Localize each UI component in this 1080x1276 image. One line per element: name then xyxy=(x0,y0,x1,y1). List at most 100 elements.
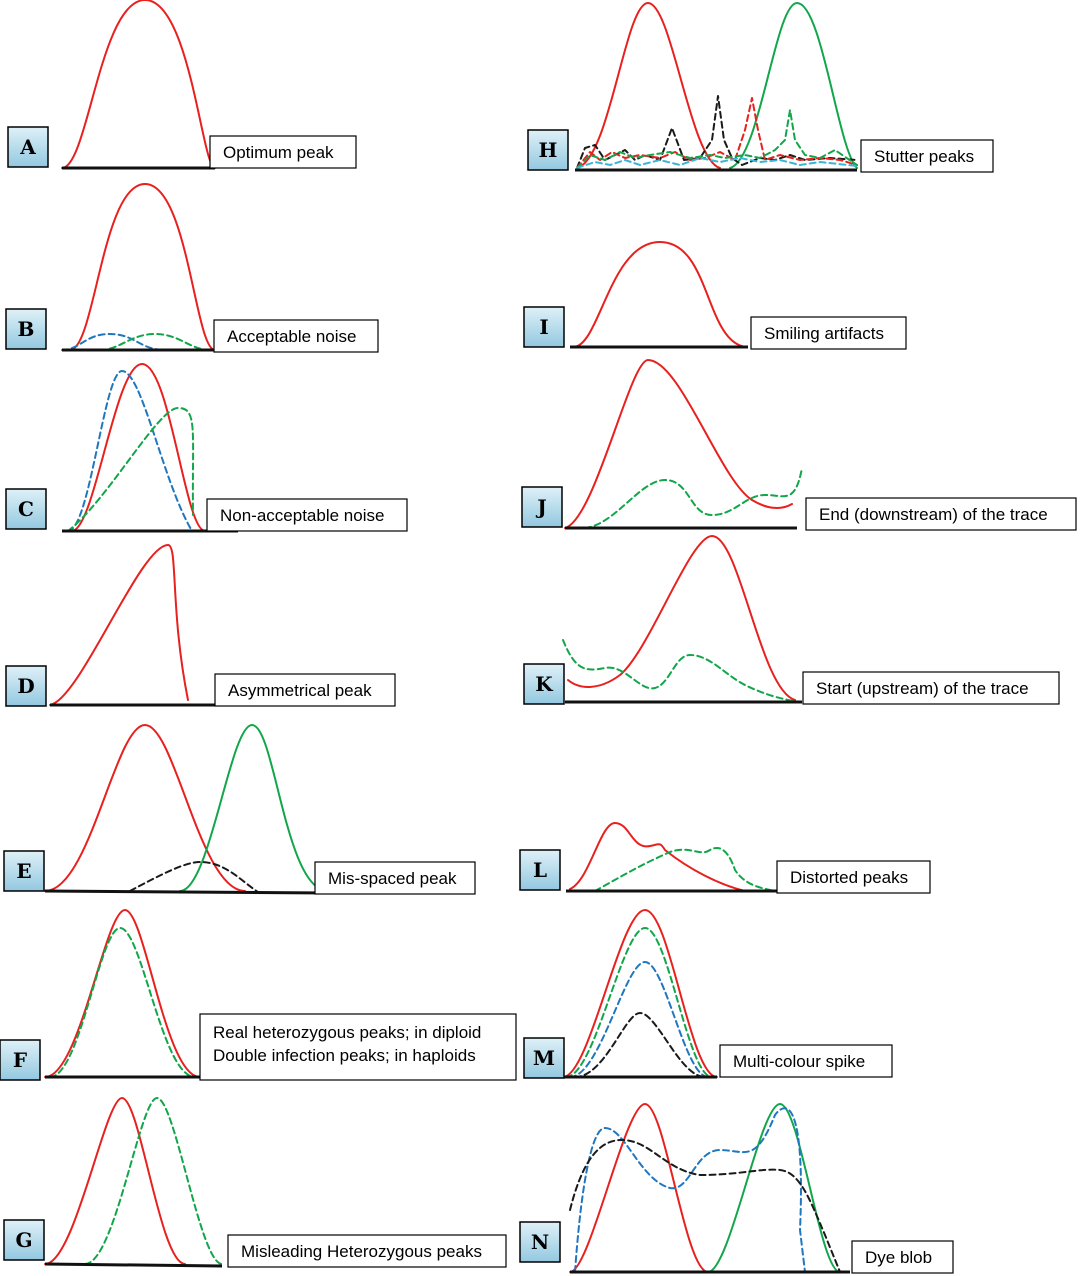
description-frame xyxy=(860,139,994,173)
panel-description-box: Distorted peaks xyxy=(776,860,931,894)
panel-d: D Asymmetrical peak xyxy=(5,544,396,707)
main-peak-green xyxy=(179,724,329,892)
panel-label: Distorted peaks xyxy=(790,868,908,887)
panel-description-box: Misleading Heterozygous peaks xyxy=(227,1234,507,1268)
stutter-trace-green xyxy=(576,109,858,169)
description-frame xyxy=(851,1240,954,1274)
panel-description-box: End (downstream) of the trace xyxy=(805,497,1077,531)
panel-letter-box: G xyxy=(3,1219,45,1261)
letter-box-frame xyxy=(519,1221,561,1263)
panel-label: Stutter peaks xyxy=(874,147,974,166)
description-frame xyxy=(209,135,357,169)
spike-trace-red xyxy=(562,909,718,1078)
stutter-trace-black xyxy=(576,95,858,169)
panel-j: J End (downstream) of the trace xyxy=(521,359,1077,531)
letter-box-frame xyxy=(519,849,561,891)
description-frame xyxy=(227,1234,507,1268)
main-peak-green xyxy=(707,1103,841,1273)
heterozygous-trace-green xyxy=(49,927,196,1078)
panel-letter: L xyxy=(533,858,547,882)
panel-description-box: Dye blob xyxy=(851,1240,954,1274)
panel-b: B Acceptable noise xyxy=(5,183,379,353)
main-peak-red xyxy=(44,1097,186,1265)
panel-description-box: Asymmetrical peak xyxy=(214,673,396,707)
main-peak-red xyxy=(61,0,216,169)
panel-description-box: Acceptable noise xyxy=(213,319,379,353)
spike-trace-blue xyxy=(569,961,709,1078)
panel-letter: M xyxy=(533,1046,555,1070)
panel-k: K Start (upstream) of the trace xyxy=(523,535,1060,705)
panel-label: Smiling artifacts xyxy=(764,324,884,343)
panel-n: N Dye blob xyxy=(519,1103,954,1274)
panel-letter-box: K xyxy=(523,663,565,705)
description-frame xyxy=(213,319,379,353)
noise-trace-green xyxy=(67,407,195,532)
heterozygous-trace-green xyxy=(84,1097,223,1265)
panel-c: C Non-acceptable noise xyxy=(5,363,408,533)
main-peak-green xyxy=(729,2,858,169)
letter-box-frame xyxy=(527,129,569,171)
panel-letter: G xyxy=(15,1228,32,1252)
description-frame xyxy=(805,497,1077,531)
letter-box-frame xyxy=(521,486,563,528)
main-peak-red xyxy=(567,535,796,701)
description-frame xyxy=(214,673,396,707)
baseline xyxy=(44,1262,223,1268)
panel-letter: F xyxy=(13,1048,27,1072)
panel-a: A Optimum peak xyxy=(7,0,357,170)
panel-description-box: Start (upstream) of the trace xyxy=(802,671,1060,705)
panel-label: Double infection peaks; in haploids xyxy=(213,1046,476,1065)
main-peak-red xyxy=(44,724,246,892)
panel-h: H Stutter peaks xyxy=(527,2,994,173)
panel-label: Acceptable noise xyxy=(227,327,356,346)
panel-letter-box: H xyxy=(527,129,569,171)
letter-box-frame xyxy=(3,1219,45,1261)
panel-letter: B xyxy=(18,317,35,341)
main-peak-red xyxy=(564,359,793,529)
dye-blob-trace-blue xyxy=(574,1107,806,1273)
baseline xyxy=(44,889,329,895)
panel-letter-box: D xyxy=(5,665,47,707)
description-frame xyxy=(719,1044,893,1078)
stutter-trace-red xyxy=(576,97,858,169)
letter-box-frame xyxy=(5,308,47,350)
panel-g: G Misleading Heterozygous peaks xyxy=(3,1097,507,1268)
panel-letter-box: F xyxy=(0,1039,41,1081)
upstream-noise-green xyxy=(562,639,801,703)
panel-label: Multi-colour spike xyxy=(733,1052,865,1071)
letter-box-frame xyxy=(523,1037,565,1079)
panel-label: Dye blob xyxy=(865,1248,932,1267)
panel-letter: C xyxy=(18,497,34,521)
panel-description-box: Mis-spaced peak xyxy=(314,861,476,895)
description-frame xyxy=(206,498,408,532)
panel-label: Asymmetrical peak xyxy=(228,681,372,700)
description-frame xyxy=(314,861,476,895)
description-frame xyxy=(802,671,1060,705)
panel-description-box: Real heterozygous peaks; in diploid Doubl… xyxy=(199,1013,517,1081)
panel-i: I Smiling artifacts xyxy=(523,241,907,350)
noise-trace-blue xyxy=(67,370,193,532)
panel-label: Start (upstream) of the trace xyxy=(816,679,1029,698)
main-peak-red xyxy=(44,909,201,1078)
description-frame xyxy=(776,860,931,894)
letter-box-frame xyxy=(523,306,565,348)
panel-description-box: Non-acceptable noise xyxy=(206,498,408,532)
panel-letter: D xyxy=(17,674,34,698)
panel-letter-box: E xyxy=(3,850,45,892)
panel-description-box: Smiling artifacts xyxy=(750,316,907,350)
letter-box-frame xyxy=(3,850,45,892)
panel-f: F Real heterozygous peaks; in diploid Doub… xyxy=(0,909,517,1081)
main-peak-red xyxy=(576,2,721,169)
main-peak-red xyxy=(69,183,216,351)
distorted-trace-green xyxy=(594,847,776,892)
noise-trace-blue xyxy=(61,333,166,351)
panel-letter-box: C xyxy=(5,488,47,530)
panel-letter: A xyxy=(19,135,36,159)
panel-letter-box: B xyxy=(5,308,47,350)
dye-blob-trace-black xyxy=(569,1139,841,1273)
spike-trace-green xyxy=(565,927,713,1078)
letter-box-frame xyxy=(7,126,49,168)
panel-letter: N xyxy=(531,1230,549,1254)
smiling-trace-red xyxy=(573,241,746,348)
panel-letter: I xyxy=(539,315,548,339)
